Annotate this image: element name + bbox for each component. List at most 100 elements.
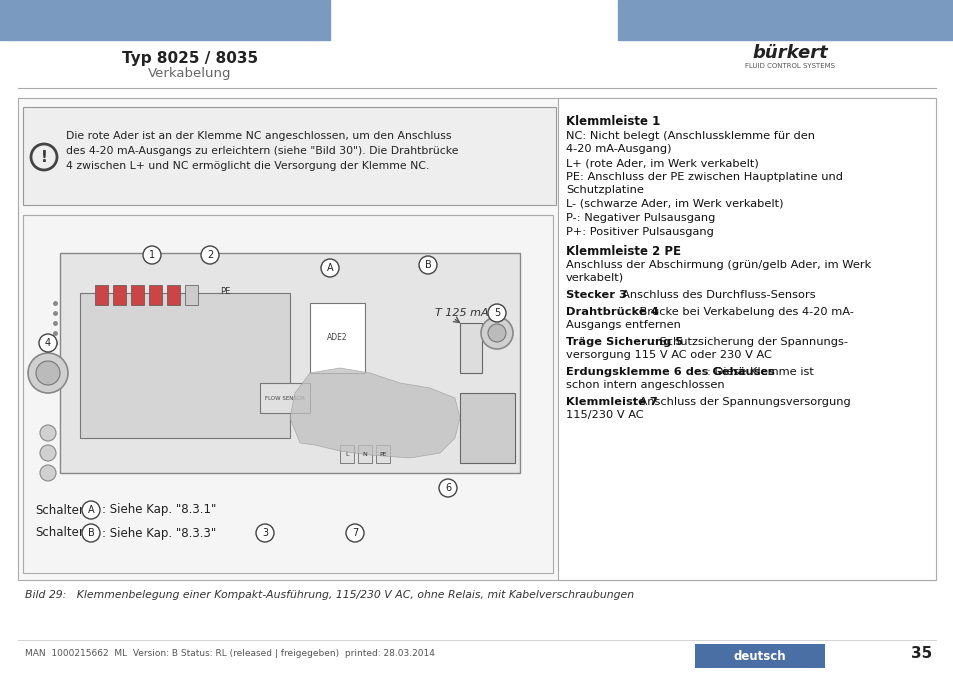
Text: 115/230 V AC: 115/230 V AC <box>565 410 643 420</box>
Text: :  Anschluss des Durchfluss-Sensors: : Anschluss des Durchfluss-Sensors <box>611 290 815 300</box>
Bar <box>149 285 162 305</box>
Bar <box>0 0 330 40</box>
Text: 35: 35 <box>910 645 932 660</box>
Bar <box>112 285 126 305</box>
Text: deutsch: deutsch <box>733 649 785 662</box>
Bar <box>459 393 515 463</box>
Text: Klemmleiste 2 PE: Klemmleiste 2 PE <box>565 245 680 258</box>
Circle shape <box>40 425 56 441</box>
Text: 2: 2 <box>207 250 213 260</box>
Circle shape <box>143 246 161 264</box>
Text: 4 zwischen L+ und NC ermöglicht die Versorgung der Klemme NC.: 4 zwischen L+ und NC ermöglicht die Vers… <box>66 161 429 171</box>
Text: Klemmleiste 7: Klemmleiste 7 <box>565 397 657 407</box>
Bar <box>260 383 310 413</box>
Text: PE: PE <box>379 452 386 456</box>
Text: : Anschluss der Spannungsversorgung: : Anschluss der Spannungsversorgung <box>631 397 849 407</box>
Text: MAN  1000215662  ML  Version: B Status: RL (released | freigegeben)  printed: 28: MAN 1000215662 ML Version: B Status: RL … <box>25 649 435 658</box>
Text: B: B <box>88 528 94 538</box>
Text: ADE2: ADE2 <box>326 334 347 343</box>
Bar <box>167 285 180 305</box>
Text: 7: 7 <box>352 528 357 538</box>
Circle shape <box>255 524 274 542</box>
Text: des 4-20 mA-Ausgangs zu erleichtern (siehe "Bild 30"). Die Drahtbrücke: des 4-20 mA-Ausgangs zu erleichtern (sie… <box>66 146 458 156</box>
Text: 6: 6 <box>444 483 451 493</box>
Circle shape <box>28 353 68 393</box>
Bar <box>339 445 354 463</box>
Bar <box>95 285 108 305</box>
Text: Die rote Ader ist an der Klemme NC angeschlossen, um den Anschluss: Die rote Ader ist an der Klemme NC anges… <box>66 131 451 141</box>
Circle shape <box>40 465 56 481</box>
Text: : Diese Klemme ist: : Diese Klemme ist <box>707 367 814 377</box>
Text: Klemmleiste 1: Klemmleiste 1 <box>565 115 659 128</box>
Text: !: ! <box>41 149 48 164</box>
Circle shape <box>40 445 56 461</box>
Polygon shape <box>290 368 459 458</box>
Text: Typ 8025 / 8035: Typ 8025 / 8035 <box>122 52 258 67</box>
Text: L- (schwarze Ader, im Werk verkabelt): L- (schwarze Ader, im Werk verkabelt) <box>565 199 782 209</box>
Bar <box>23 215 553 573</box>
Circle shape <box>201 246 219 264</box>
Text: NC: Nicht belegt (Anschlussklemme für den: NC: Nicht belegt (Anschlussklemme für de… <box>565 131 814 141</box>
Text: : Siehe Kap. "8.3.3": : Siehe Kap. "8.3.3" <box>102 526 216 540</box>
Text: 4-20 mA-Ausgang): 4-20 mA-Ausgang) <box>565 144 671 154</box>
Bar <box>618 0 953 40</box>
Circle shape <box>418 256 436 274</box>
Circle shape <box>438 479 456 497</box>
Text: Drahtbrücke 4: Drahtbrücke 4 <box>565 307 658 317</box>
Text: A: A <box>88 505 94 515</box>
Text: versorgung 115 V AC oder 230 V AC: versorgung 115 V AC oder 230 V AC <box>565 350 771 360</box>
Text: schon intern angeschlossen: schon intern angeschlossen <box>565 380 724 390</box>
Text: FLUID CONTROL SYSTEMS: FLUID CONTROL SYSTEMS <box>744 63 834 69</box>
Text: : Schutzsicherung der Spannungs-: : Schutzsicherung der Spannungs- <box>651 337 847 347</box>
Text: Erdungsklemme 6 des Gehäuses: Erdungsklemme 6 des Gehäuses <box>565 367 774 377</box>
Text: Stecker 3: Stecker 3 <box>565 290 626 300</box>
Circle shape <box>36 361 60 385</box>
Text: 1: 1 <box>149 250 155 260</box>
Text: bürkert: bürkert <box>751 44 827 62</box>
Text: PE: PE <box>220 287 230 295</box>
Text: 4: 4 <box>45 338 51 348</box>
Text: 3: 3 <box>262 528 268 538</box>
Circle shape <box>82 501 100 519</box>
Text: Schutzplatine: Schutzplatine <box>565 185 643 195</box>
Bar <box>310 303 365 373</box>
Text: A: A <box>326 263 333 273</box>
Bar <box>185 285 198 305</box>
Circle shape <box>488 324 505 342</box>
Text: PE: Anschluss der PE zwischen Hauptplatine und: PE: Anschluss der PE zwischen Hauptplati… <box>565 172 842 182</box>
Text: B: B <box>424 260 431 270</box>
Bar <box>131 285 144 305</box>
Bar <box>558 98 935 580</box>
Bar <box>695 644 824 668</box>
Text: N: N <box>362 452 367 456</box>
Text: P+: Positiver Pulsausgang: P+: Positiver Pulsausgang <box>565 227 713 237</box>
Circle shape <box>82 524 100 542</box>
Bar <box>23 107 556 205</box>
Bar <box>375 445 390 463</box>
Bar <box>459 323 481 373</box>
Text: verkabelt): verkabelt) <box>565 273 623 283</box>
Text: P-: Negativer Pulsausgang: P-: Negativer Pulsausgang <box>565 213 715 223</box>
Circle shape <box>39 334 57 352</box>
Text: Bild 29:   Klemmenbelegung einer Kompakt-Ausführung, 115/230 V AC, ohne Relais, : Bild 29: Klemmenbelegung einer Kompakt-A… <box>25 590 634 600</box>
Text: : Brücke bei Verkabelung des 4-20 mA-: : Brücke bei Verkabelung des 4-20 mA- <box>631 307 853 317</box>
Text: 5: 5 <box>494 308 499 318</box>
Text: L+ (rote Ader, im Werk verkabelt): L+ (rote Ader, im Werk verkabelt) <box>565 158 758 168</box>
Text: Schalter: Schalter <box>35 503 84 516</box>
Bar <box>60 253 519 473</box>
Text: Verkabelung: Verkabelung <box>148 67 232 81</box>
Text: Ausgangs entfernen: Ausgangs entfernen <box>565 320 680 330</box>
Bar <box>18 98 935 580</box>
Text: L: L <box>345 452 349 456</box>
Bar <box>80 293 290 438</box>
Bar <box>357 445 372 463</box>
Circle shape <box>480 317 513 349</box>
Text: Träge Sicherung 5: Träge Sicherung 5 <box>565 337 682 347</box>
Text: T 125 mA: T 125 mA <box>435 308 488 318</box>
Circle shape <box>346 524 364 542</box>
Text: Schalter: Schalter <box>35 526 84 540</box>
Text: FLOW SENSOR: FLOW SENSOR <box>265 396 305 400</box>
Text: : Siehe Kap. "8.3.1": : Siehe Kap. "8.3.1" <box>102 503 216 516</box>
Circle shape <box>488 304 505 322</box>
Circle shape <box>320 259 338 277</box>
